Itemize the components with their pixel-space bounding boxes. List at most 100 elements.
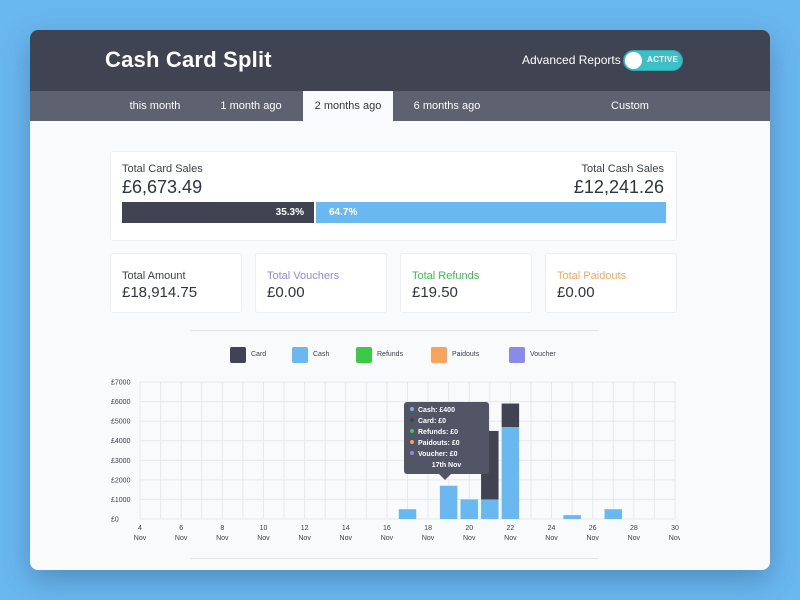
tooltip-text-cash: Cash: £400: [418, 407, 455, 414]
x-tick-label: 6: [179, 525, 183, 532]
x-tick-label: 4: [138, 525, 142, 532]
legend-label-paidouts: Paidouts: [452, 351, 480, 358]
legend-label-cash: Cash: [313, 351, 330, 358]
page-title: Cash Card Split: [105, 47, 272, 72]
total-card-sales-amount: £6,673.49: [122, 177, 203, 197]
toggle-knob: [625, 52, 642, 69]
bar-cash: [563, 515, 581, 519]
x-tick-label: 12: [301, 525, 309, 532]
chart-bars: [398, 403, 623, 519]
x-tick-label: 26: [589, 525, 597, 532]
y-tick-label: £6000: [111, 399, 131, 406]
tooltip-row-card: Card: £0: [410, 418, 446, 428]
tooltip-row-cash: Cash: £400: [410, 407, 455, 417]
y-tick-label: £2000: [111, 477, 131, 484]
x-tick-sublabel: Nov: [340, 535, 353, 542]
x-tick-sublabel: Nov: [586, 535, 599, 542]
bar-cash: [604, 509, 623, 519]
card-share-bar: 35.3%: [122, 202, 314, 223]
x-tick-sublabel: Nov: [134, 535, 147, 542]
summary-card-total-paidouts: Total Paidouts £0.00: [545, 253, 677, 313]
divider-bottom: [190, 558, 598, 559]
total-paidouts-value: £0.00: [557, 284, 595, 301]
x-tick-sublabel: Nov: [628, 535, 641, 542]
x-tick-label: 8: [220, 525, 224, 532]
legend-swatch-voucher: [509, 347, 525, 363]
x-tick-label: 24: [548, 525, 556, 532]
x-tick-sublabel: Nov: [381, 535, 394, 542]
toggle-status-label: ACTIVE: [647, 55, 679, 64]
x-tick-sublabel: Nov: [422, 535, 435, 542]
bar-cash: [439, 485, 458, 519]
divider-top: [190, 330, 598, 331]
summary-card-total-vouchers: Total Vouchers £0.00: [255, 253, 387, 313]
cash-share-percent: 64.7%: [329, 207, 358, 218]
x-tick-sublabel: Nov: [669, 535, 680, 542]
x-tick-label: 10: [260, 525, 268, 532]
x-tick-label: 16: [383, 525, 391, 532]
tab-6-months-ago[interactable]: 6 months ago: [413, 100, 481, 112]
tooltip-date: 17th Nov: [431, 462, 462, 469]
bar-cash: [460, 499, 478, 519]
tooltip-row-voucher: Voucher: £0: [410, 451, 458, 461]
chart-tooltip: Cash: £400 Card: £0 Refunds: £0 Paidouts…: [404, 402, 489, 474]
legend-label-card: Card: [251, 351, 267, 358]
x-tick-sublabel: Nov: [175, 535, 188, 542]
header-bar: Cash Card Split Advanced Reports ACTIVE: [30, 30, 770, 91]
advanced-reports-toggle[interactable]: ACTIVE: [623, 50, 683, 71]
advanced-reports-label: Advanced Reports: [522, 53, 621, 67]
legend-label-refunds: Refunds: [377, 351, 404, 358]
legend-swatch-cash: [292, 347, 308, 363]
legend-swatch-paidouts: [431, 347, 447, 363]
summary-card-total-refunds: Total Refunds £19.50: [400, 253, 532, 313]
x-tick-sublabel: Nov: [298, 535, 311, 542]
x-tick-sublabel: Nov: [545, 535, 558, 542]
tab-2-months-ago[interactable]: 2 months ago: [303, 91, 393, 121]
y-tick-label: £5000: [111, 419, 131, 426]
y-tick-label: £1000: [111, 497, 131, 504]
total-card-sales-label: Total Card Sales: [122, 163, 203, 175]
report-window: Cash Card Split Advanced Reports ACTIVE …: [30, 30, 770, 570]
legend-label-voucher: Voucher: [530, 351, 556, 358]
total-refunds-value: £19.50: [412, 284, 458, 301]
tooltip-dot-refunds: [410, 429, 414, 433]
x-tick-label: 18: [424, 525, 432, 532]
card-share-percent: 35.3%: [275, 207, 304, 218]
tab-this-month[interactable]: this month: [129, 100, 181, 112]
x-tick-label: 22: [506, 525, 514, 532]
y-tick-label: £7000: [111, 380, 131, 387]
total-refunds-label: Total Refunds: [412, 270, 480, 282]
cash-card-split-card: Total Card Sales £6,673.49 Total Cash Sa…: [110, 151, 677, 241]
total-cash-sales-amount: £12,241.26: [573, 177, 664, 197]
summary-card-total-amount: Total Amount £18,914.75: [110, 253, 242, 313]
tooltip-text-voucher: Voucher: £0: [418, 451, 458, 458]
y-tick-label: £0: [111, 517, 119, 524]
tooltip-pointer: [439, 474, 451, 480]
legend-swatch-card: [230, 347, 246, 363]
tooltip-dot-card: [410, 418, 414, 422]
tab-custom[interactable]: Custom: [611, 100, 649, 112]
tooltip-text-card: Card: £0: [418, 418, 447, 425]
y-tick-label: £3000: [111, 458, 131, 465]
tab-1-month-ago[interactable]: 1 month ago: [220, 100, 282, 112]
tooltip-text-refunds: Refunds: £0: [418, 429, 459, 436]
tooltip-dot-paidouts: [410, 440, 414, 444]
bar-card: [501, 403, 520, 428]
x-tick-sublabel: Nov: [504, 535, 517, 542]
cash-share-bar: 64.7%: [316, 202, 666, 223]
y-tick-label: £4000: [111, 438, 131, 445]
tooltip-dot-voucher: [410, 451, 414, 455]
x-tick-label: 28: [630, 525, 638, 532]
x-tick-label: 14: [342, 525, 350, 532]
tooltip-dot-cash: [410, 407, 414, 411]
x-tick-sublabel: Nov: [463, 535, 476, 542]
x-tick-sublabel: Nov: [257, 535, 270, 542]
x-tick-label: 20: [465, 525, 473, 532]
x-tick-label: 30: [671, 525, 679, 532]
total-amount-value: £18,914.75: [122, 284, 198, 301]
total-vouchers-label: Total Vouchers: [267, 270, 340, 282]
total-paidouts-label: Total Paidouts: [557, 270, 627, 282]
period-tabs: this month 1 month ago 2 months ago 6 mo…: [30, 91, 770, 121]
total-amount-label: Total Amount: [122, 270, 186, 282]
x-tick-sublabel: Nov: [216, 535, 229, 542]
